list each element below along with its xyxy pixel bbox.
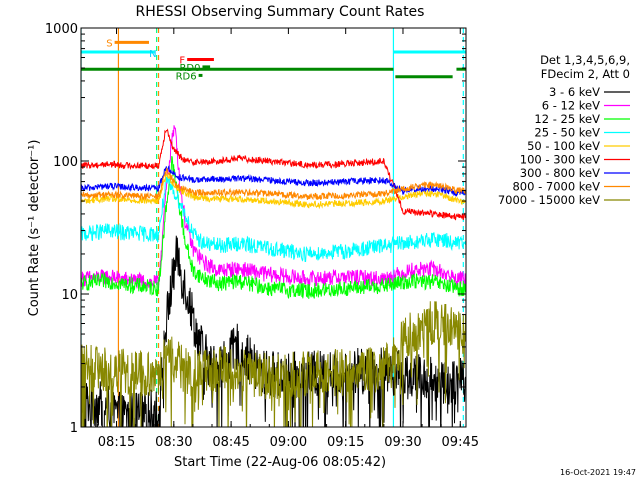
legend-entry-label: 50 - 100 keV bbox=[527, 139, 600, 153]
series-line-5 bbox=[81, 128, 466, 221]
y-tick-label: 10 bbox=[61, 288, 78, 303]
legend: Det 1,3,4,5,6,9, FDecim 2, Att 0 3 - 6 k… bbox=[498, 53, 630, 207]
legend-entry-label: 12 - 25 keV bbox=[534, 112, 600, 126]
chart-title: RHESSI Observing Summary Count Rates bbox=[136, 4, 425, 20]
legend-entry-label: 300 - 800 keV bbox=[520, 166, 600, 180]
y-axis: 1 10 100 1000 bbox=[45, 22, 466, 436]
x-tick-label: 08:30 bbox=[155, 435, 192, 450]
flag-label-rd6: RD6 bbox=[176, 71, 197, 82]
y-tick-label: 100 bbox=[53, 155, 78, 170]
footer-timestamp: 16-Oct-2021 19:47 bbox=[560, 468, 636, 477]
x-axis-label: Start Time (22-Aug-06 08:05:42) bbox=[174, 455, 386, 470]
series-line-7 bbox=[81, 167, 466, 201]
legend-entry-label: 800 - 7000 keV bbox=[512, 180, 600, 194]
y-axis-label: Count Rate (s⁻¹ detector⁻¹) bbox=[27, 140, 42, 317]
legend-entry-label: 3 - 6 keV bbox=[549, 85, 600, 99]
series-line-2 bbox=[81, 156, 466, 300]
x-tick-label: 09:45 bbox=[442, 435, 479, 450]
x-axis: 08:15 08:30 08:45 09:00 09:15 09:30 09:45 bbox=[96, 28, 479, 450]
flag-label-n: N bbox=[149, 49, 156, 60]
x-tick-label: 08:45 bbox=[212, 435, 249, 450]
legend-header-line-1: Det 1,3,4,5,6,9, bbox=[540, 53, 630, 67]
plot-frame bbox=[80, 27, 467, 428]
flag-annotations bbox=[81, 28, 466, 427]
flag-label-f: F bbox=[179, 55, 185, 66]
y-tick-label: 1 bbox=[70, 421, 78, 436]
x-tick-label: 09:00 bbox=[270, 435, 307, 450]
flag-label-rd0: RD0 bbox=[179, 63, 200, 74]
series-layer bbox=[81, 125, 466, 427]
x-tick-label: 09:15 bbox=[327, 435, 364, 450]
legend-entry-label: 6 - 12 keV bbox=[542, 99, 600, 113]
series-line-8 bbox=[81, 301, 466, 427]
flag-label-s: S bbox=[106, 38, 112, 49]
legend-entry-label: 25 - 50 keV bbox=[534, 126, 600, 140]
x-tick-label: 08:15 bbox=[98, 435, 135, 450]
series-line-3 bbox=[81, 174, 466, 262]
legend-entry-label: 100 - 300 keV bbox=[520, 153, 600, 167]
legend-header-line-2: FDecim 2, Att 0 bbox=[541, 67, 630, 81]
y-tick-label: 1000 bbox=[45, 22, 78, 37]
x-tick-label: 09:30 bbox=[384, 435, 421, 450]
legend-entry-label: 7000 - 15000 keV bbox=[498, 193, 600, 207]
